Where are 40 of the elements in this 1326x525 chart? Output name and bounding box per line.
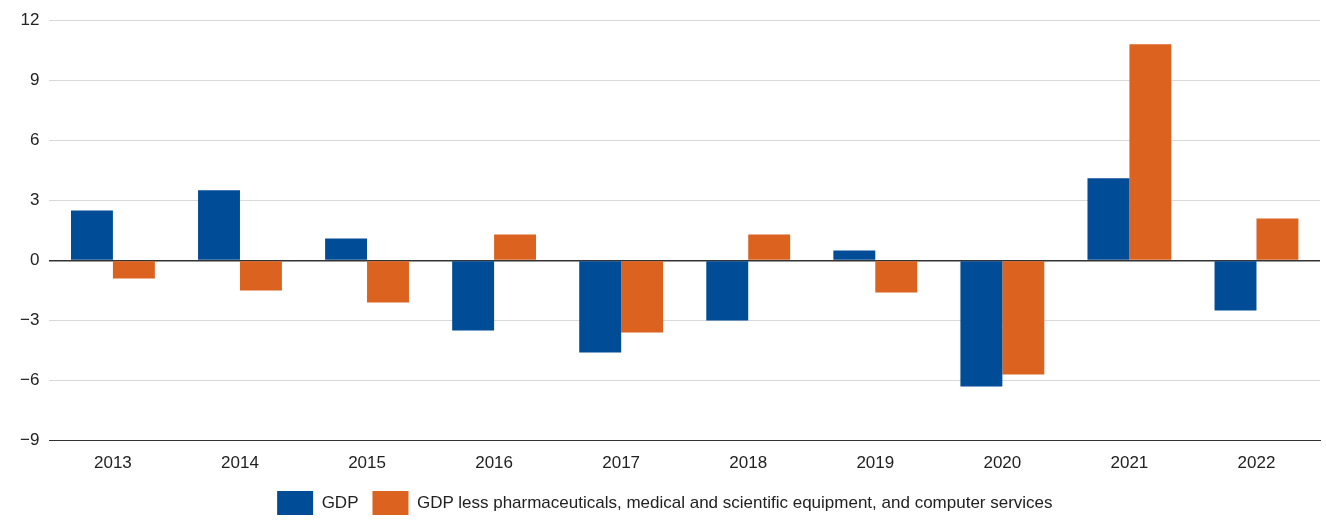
legend-label: GDP less pharmaceuticals, medical and scientific equipment, and computer services xyxy=(416,492,1053,512)
bar xyxy=(621,261,664,333)
x-tick-label: 2014 xyxy=(221,453,259,473)
x-tick-label: 2019 xyxy=(856,453,895,473)
bar xyxy=(1002,261,1045,375)
bar xyxy=(960,261,1003,387)
bar xyxy=(1256,218,1299,260)
bar xyxy=(706,261,749,321)
bar xyxy=(1214,261,1257,311)
bar xyxy=(239,261,282,291)
x-tick-label: 2020 xyxy=(983,453,1022,473)
bar xyxy=(198,190,240,260)
x-tick-label: 2022 xyxy=(1237,453,1276,473)
x-tick-label: 2013 xyxy=(94,453,132,473)
bar xyxy=(579,261,622,353)
x-tick-label: 2016 xyxy=(475,453,514,473)
x-tick-label: 2018 xyxy=(729,453,768,473)
bar xyxy=(494,234,537,260)
y-tick-label: 6 xyxy=(29,130,40,149)
bar xyxy=(748,234,791,260)
bar xyxy=(452,261,495,331)
x-tick-label: 2017 xyxy=(602,453,641,473)
bar xyxy=(1087,178,1130,260)
bar xyxy=(367,261,409,303)
y-tick-label: 3 xyxy=(29,190,40,210)
bar xyxy=(112,261,155,279)
bar xyxy=(833,250,876,260)
bar xyxy=(70,210,113,260)
y-tick-label: −3 xyxy=(19,310,40,330)
bar xyxy=(325,238,368,260)
y-tick-label: −6 xyxy=(19,370,40,390)
x-tick-label: 2021 xyxy=(1110,453,1149,473)
x-tick-label: 2015 xyxy=(348,453,386,473)
legend-label: GDP xyxy=(321,492,359,512)
bar xyxy=(1129,44,1172,260)
y-tick-label: 9 xyxy=(29,69,40,89)
y-tick-label: 0 xyxy=(29,250,40,270)
y-tick-label: −9 xyxy=(19,430,40,450)
bar xyxy=(875,261,918,293)
y-tick-label: 12 xyxy=(20,9,40,29)
